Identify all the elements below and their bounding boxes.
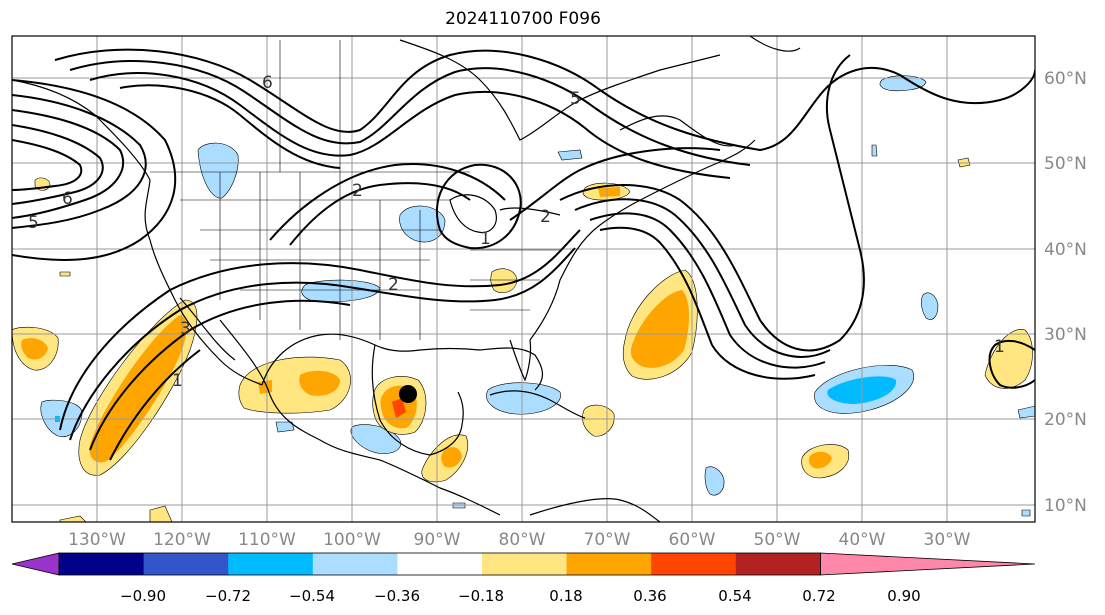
contour-label: 5 [570, 89, 581, 109]
colorbar-tick-labels: −0.90 −0.72 −0.54 −0.36 −0.18 0.18 0.36 … [120, 587, 921, 605]
lon-label: 30°W [924, 530, 971, 550]
contour-label: 2 [388, 275, 399, 295]
colorbar-tick-label: −0.36 [374, 587, 420, 605]
colorbar-segment [59, 553, 145, 575]
lon-label: 60°W [669, 530, 716, 550]
lon-label: 50°W [754, 530, 801, 550]
lon-label: 40°W [839, 530, 886, 550]
lat-label: 60°N [1044, 69, 1087, 89]
colorbar-extend-low [11, 552, 60, 576]
colorbar-tick-label: 0.54 [718, 587, 751, 605]
colorbar-tick-label: −0.90 [120, 587, 166, 605]
colorbar-segment [482, 553, 568, 575]
colorbar-tick-label: 0.18 [549, 587, 582, 605]
state-borders [150, 40, 560, 340]
colorbar-tick-label: 0.36 [633, 587, 666, 605]
lat-label: 30°N [1044, 325, 1087, 345]
contour-label: 3 [180, 319, 191, 339]
colorbar-tick-label: −0.18 [458, 587, 504, 605]
lat-label: 10°N [1044, 496, 1087, 516]
lon-label: 70°W [584, 530, 631, 550]
lat-label: 40°N [1044, 240, 1087, 260]
colorbar-segment [312, 553, 398, 575]
contour-label: 1 [480, 229, 491, 249]
colorbar-segment [228, 553, 314, 575]
lon-label: 110°W [238, 530, 296, 550]
colorbar-segment [735, 553, 821, 575]
lon-label: 90°W [414, 530, 461, 550]
colorbar-tick-label: 0.90 [887, 587, 920, 605]
colorbar-segment [566, 553, 652, 575]
contour-label-group: 6 5 6 2 2 2 5 3 1 1 1 [28, 73, 1005, 391]
graticule [12, 36, 1035, 522]
colorbar-segment [397, 553, 483, 575]
contour-label: 5 [28, 213, 39, 233]
contour-label: 1 [172, 371, 183, 391]
longitude-labels: 130°W 120°W 110°W 100°W 90°W 80°W 70°W 6… [68, 530, 971, 550]
contour-label: 6 [262, 73, 273, 93]
lon-label: 100°W [323, 530, 381, 550]
colorbar [11, 552, 1036, 576]
lon-label: 120°W [153, 530, 211, 550]
colorbar-tick-label: −0.54 [289, 587, 335, 605]
colorbar-segment [143, 553, 229, 575]
lon-label: 130°W [68, 530, 126, 550]
lat-label: 20°N [1044, 410, 1087, 430]
contour-lines [12, 48, 1035, 461]
colorbar-frame [58, 552, 821, 576]
latitude-labels: 60°N 50°N 40°N 30°N 20°N 10°N [1044, 69, 1087, 516]
colorbar-segment [651, 553, 737, 575]
colorbar-tick-label: 0.72 [802, 587, 835, 605]
lat-label: 50°N [1044, 154, 1087, 174]
contour-label: 2 [352, 181, 363, 201]
contour-label: 2 [540, 207, 551, 227]
lon-label: 80°W [499, 530, 546, 550]
contour-label: 1 [994, 337, 1005, 357]
map-title: 2024110700 F096 [445, 9, 601, 29]
map-frame [11, 35, 1036, 523]
contour-label: 6 [62, 189, 73, 209]
colorbar-extend-high [820, 552, 1036, 576]
colorbar-tick-label: −0.72 [205, 587, 251, 605]
storm-marker [399, 385, 417, 403]
